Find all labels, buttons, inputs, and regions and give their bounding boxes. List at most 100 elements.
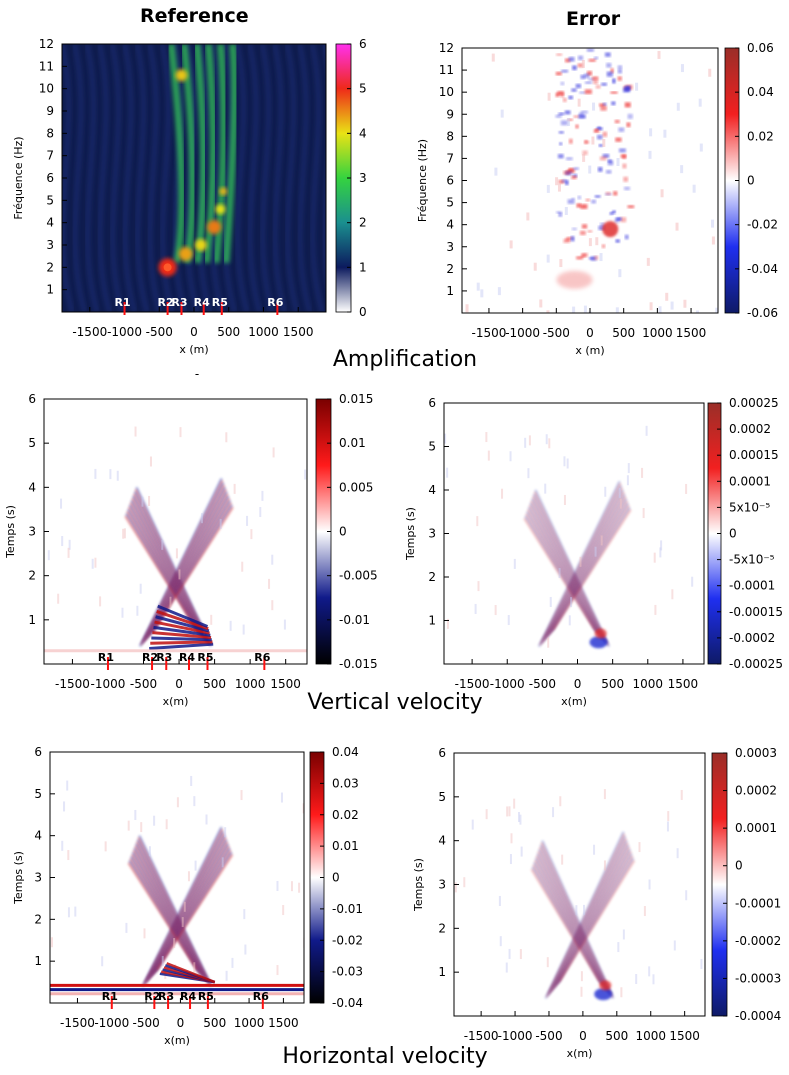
faint-stripe: [125, 922, 128, 933]
error-speck: [584, 140, 590, 144]
faint-stripe: [558, 567, 561, 578]
x-axis-label: x(m): [164, 1034, 190, 1047]
colorbar-tick-label: 0.01: [339, 436, 366, 450]
faint-stripe: [175, 548, 178, 559]
surface-arrival: [156, 610, 209, 631]
faint-stripe: [187, 871, 190, 882]
error-speck: [580, 254, 586, 258]
error-speck: [584, 89, 592, 94]
faint-stripe: [549, 596, 552, 607]
y-tick-label: 1: [34, 954, 42, 968]
faint-stripe: [143, 928, 146, 939]
colorbar-tick-label: 0.0002: [735, 784, 777, 798]
faint-stripe: [579, 556, 582, 567]
faint-stripe: [499, 936, 502, 947]
faint-stripe: [603, 860, 606, 871]
error-speck-faint: [649, 302, 653, 311]
colorbar-tick-label: 0: [747, 174, 755, 188]
x-axis-label: x(m): [567, 1047, 593, 1060]
faint-stripe: [559, 796, 562, 807]
faint-stripe: [282, 905, 285, 916]
error-speck: [597, 167, 603, 172]
colorbar-tick-label: -0.0002: [735, 934, 781, 948]
y-tick-label: 6: [34, 745, 42, 759]
error-blob: [594, 628, 607, 639]
colorbar-tick-label: 0.02: [747, 129, 774, 143]
faint-stripe: [104, 841, 107, 852]
error-speck-faint: [649, 128, 653, 137]
error-speck-faint: [680, 64, 684, 73]
faint-stripe: [622, 929, 625, 940]
faint-stripe: [477, 581, 480, 592]
ripple: [297, 44, 313, 312]
plot-area: [454, 753, 705, 1016]
colorbar-tick-label: -0.02: [747, 218, 778, 232]
faint-stripe: [298, 882, 301, 893]
colorbar-tick-label: -0.01: [339, 613, 370, 627]
ripple: [159, 44, 175, 312]
heatmap-field: [465, 48, 718, 313]
error-speck: [593, 129, 600, 133]
y-tick-label: 5: [28, 436, 36, 450]
colorbar-tick-label: -0.0003: [735, 971, 781, 985]
surface-arrival: [153, 625, 211, 637]
y-tick-label: 2: [438, 921, 446, 935]
faint-stripe: [600, 535, 603, 546]
faint-stripe: [544, 483, 547, 494]
error-speck: [606, 63, 612, 68]
colorbar-tick-label: 0.06: [747, 41, 774, 55]
error-speck: [575, 83, 581, 89]
error-column-title: Error: [566, 8, 621, 30]
y-tick-label: 10: [39, 82, 54, 96]
faint-stripe: [271, 600, 274, 611]
faint-stripe: [302, 803, 304, 814]
faint-stripe: [444, 433, 447, 444]
error-speck: [617, 65, 623, 69]
y-tick-label: 6: [438, 746, 446, 760]
faint-stripe: [673, 940, 676, 951]
receiver-label: R5: [212, 296, 228, 309]
error-speck: [568, 168, 575, 173]
faint-stripe: [193, 962, 196, 973]
error-blob: [556, 270, 593, 289]
error-speck: [571, 88, 577, 92]
error-speck-faint: [680, 165, 684, 174]
x-tick-label: 1500: [669, 1029, 700, 1043]
error-speck-faint: [591, 136, 595, 145]
error-speck: [587, 71, 592, 76]
faint-stripe: [659, 547, 662, 558]
colorbar-tick-label: -0.015: [339, 657, 378, 671]
error-speck: [619, 148, 626, 153]
chart-vx_ref: -1500 -1000 -500 0 500 1000 1500 1 2 3 4 5 6 x(m) Temp…: [12, 745, 363, 1047]
x-tick-label: -500: [132, 1016, 159, 1030]
error-speck: [617, 76, 622, 81]
error-speck: [601, 244, 606, 248]
error-speck: [627, 113, 633, 119]
colorbar-tick-label: -0.04: [747, 262, 778, 276]
y-tick-label: 4: [28, 480, 36, 494]
faint-stripe: [225, 970, 228, 981]
faint-stripe: [161, 539, 164, 550]
colorbar-tick-label: 2: [359, 216, 367, 230]
faint-stripe: [454, 882, 457, 893]
faint-stripe: [476, 516, 479, 527]
colorbar-tick-label: -0.00015: [729, 605, 783, 619]
faint-stripe: [66, 780, 69, 791]
error-speck: [580, 230, 586, 235]
error-speck-faint: [581, 59, 585, 68]
faint-stripe: [552, 807, 555, 818]
error-speck-faint: [683, 299, 687, 308]
plot-area: [50, 752, 304, 1003]
surface-arrival: [154, 620, 210, 635]
faint-stripe: [190, 775, 193, 786]
faint-stripe: [201, 513, 204, 524]
y-axis-label: Temps (s): [4, 505, 17, 559]
colorbar-tick-label: -0.06: [747, 306, 778, 320]
y-tick-label: 1: [428, 614, 436, 628]
error-speck: [606, 170, 612, 174]
error-speck: [602, 154, 610, 158]
x-tick-label: 1500: [283, 325, 314, 339]
x-axis-label: x (m): [575, 344, 604, 357]
x-tick-label: -500: [130, 677, 157, 691]
faint-stripe: [246, 515, 249, 526]
